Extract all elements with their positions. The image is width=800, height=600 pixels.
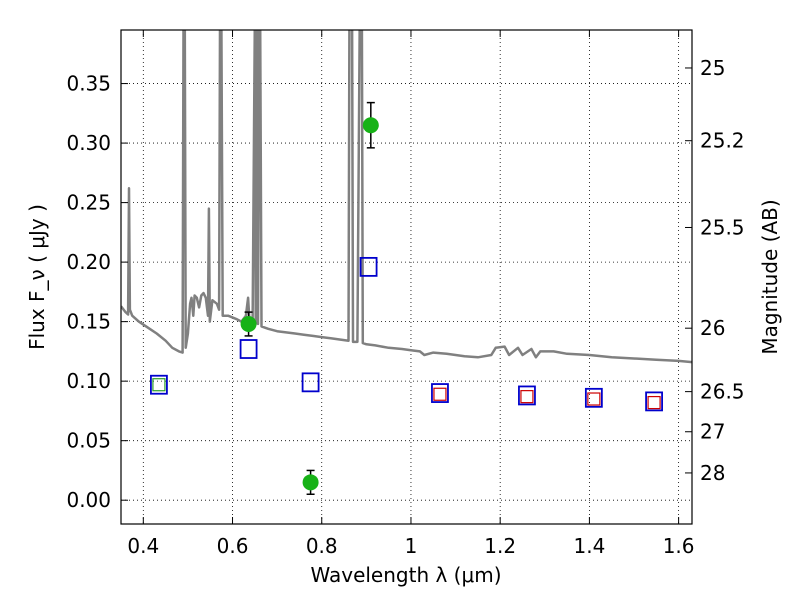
x-tick-label: 0.8 bbox=[306, 534, 338, 558]
model-square bbox=[518, 385, 536, 406]
right-tick-label: 26.5 bbox=[700, 380, 745, 404]
y-tick-label: 0.30 bbox=[66, 131, 111, 155]
right-tick-label: 25 bbox=[700, 56, 725, 80]
y-tick-label: 0.20 bbox=[66, 250, 111, 274]
plot-frame bbox=[120, 29, 693, 525]
right-axis-label: Magnitude (AB) bbox=[758, 199, 782, 354]
model-square bbox=[150, 374, 168, 395]
y-tick-label: 0.05 bbox=[66, 429, 111, 453]
right-tick-label: 28 bbox=[700, 461, 725, 485]
x-tick-label: 1.4 bbox=[573, 534, 605, 558]
x-tick-label: 1.6 bbox=[663, 534, 695, 558]
right-tick-label: 27 bbox=[700, 420, 725, 444]
grid bbox=[121, 30, 692, 524]
small-square bbox=[587, 392, 601, 406]
model-spectrum bbox=[121, 30, 692, 364]
small-square bbox=[520, 390, 534, 404]
photometry-markers bbox=[150, 101, 663, 495]
spectrum-line bbox=[121, 30, 692, 364]
small-square bbox=[433, 387, 447, 401]
right-tick-label: 26 bbox=[700, 316, 725, 340]
small-square bbox=[647, 395, 661, 410]
model-square bbox=[301, 372, 320, 393]
right-tick-label: 25.5 bbox=[700, 215, 745, 239]
model-square bbox=[584, 387, 603, 408]
x-axis-label: Wavelength λ (μm) bbox=[310, 563, 501, 587]
x-tick-label: 0.4 bbox=[127, 534, 159, 558]
axis-ticks: 0.4 0.6 0.8 1 1.2 1.4 1.6 0.00 0.05 0.10 0.15 0.20 0… bbox=[66, 30, 745, 558]
y-tick-label: 0.35 bbox=[66, 72, 111, 96]
model-square bbox=[645, 391, 663, 412]
y-tick-label: 0.00 bbox=[66, 488, 111, 512]
x-tick-label: 1 bbox=[405, 534, 418, 558]
y-tick-label: 0.10 bbox=[66, 369, 111, 393]
y-tick-label: 0.25 bbox=[66, 191, 111, 215]
data-point bbox=[362, 117, 379, 134]
small-square bbox=[152, 378, 166, 392]
model-square bbox=[359, 256, 378, 277]
y-axis-label: Flux F_ν ( μJy ) bbox=[25, 204, 49, 350]
x-tick-label: 0.6 bbox=[217, 534, 249, 558]
data-point bbox=[240, 316, 257, 333]
model-square bbox=[239, 339, 258, 359]
y-tick-label: 0.15 bbox=[66, 310, 111, 334]
right-tick-label: 25.2 bbox=[700, 129, 745, 153]
x-tick-label: 1.2 bbox=[484, 534, 516, 558]
data-point bbox=[302, 474, 319, 491]
model-square bbox=[431, 383, 449, 403]
